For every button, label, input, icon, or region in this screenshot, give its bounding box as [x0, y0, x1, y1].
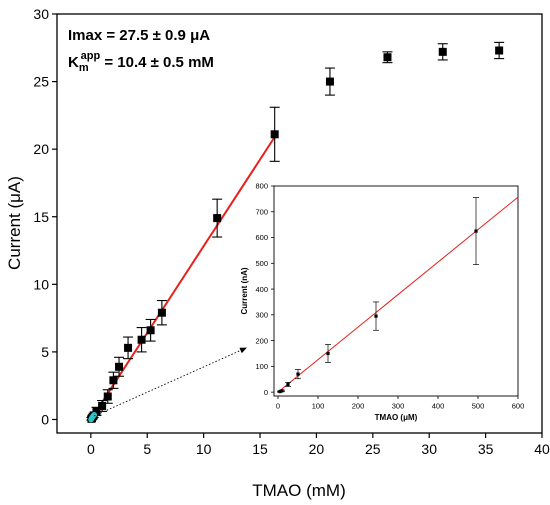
main-data-point — [137, 335, 146, 344]
main-x-tick-label: 20 — [309, 441, 325, 457]
main-data-point — [383, 53, 392, 62]
inset-y-tick-label: 100 — [255, 362, 268, 371]
inset-x-axis-label: TMAO (μM) — [375, 413, 418, 422]
main-data-point — [438, 47, 447, 56]
inset-y-tick-label: 0 — [264, 388, 268, 397]
main-x-tick-label: 15 — [252, 441, 268, 457]
inset-y-tick-label: 200 — [255, 336, 268, 345]
main-data-point — [98, 401, 107, 410]
main-highlight-points — [88, 411, 98, 423]
main-x-tick-label: 5 — [143, 441, 151, 457]
inset-y-tick-label: 700 — [255, 207, 268, 216]
main-x-tick-label: 10 — [196, 441, 212, 457]
main-y-tick-label: 0 — [41, 412, 49, 428]
main-data-point — [146, 326, 155, 335]
inset-data-point — [286, 382, 290, 387]
main-fit-line-segment — [89, 136, 276, 421]
main-data-point — [103, 392, 112, 401]
inset-data-points — [278, 229, 478, 394]
main-data-point — [115, 362, 124, 371]
inset-x-tick-label: 300 — [392, 402, 405, 411]
inset-data-point — [280, 389, 284, 393]
inset-fit-line-segment — [277, 196, 519, 393]
inset-x-tick-label: 0 — [276, 402, 280, 411]
annotation-km: Kmapp = 10.4 ± 0.5 mM — [68, 50, 214, 74]
inset-x-tick-label: 600 — [512, 402, 525, 411]
main-data-point — [213, 214, 222, 223]
main-x-tick-label: 0 — [87, 441, 95, 457]
inset-plot: 0 100 200 300 400 500 600 0 100 200 300 400 500 600 70… — [240, 182, 524, 422]
inset-x-tick-label: 100 — [312, 402, 325, 411]
inset-x-tick-label: 200 — [352, 402, 365, 411]
inset-y-tick-label: 300 — [255, 311, 268, 320]
main-x-tick-label: 35 — [478, 441, 494, 457]
main-y-tick-label: 10 — [33, 276, 49, 292]
x-axis-label: TMAO (mM) — [252, 481, 345, 500]
main-highlight-point — [91, 411, 98, 418]
annotation-imax: Imax = 27.5 ± 0.9 μA — [68, 27, 210, 44]
main-data-point — [109, 376, 118, 385]
inset-data-point — [374, 314, 378, 318]
main-data-point — [124, 343, 133, 352]
main-x-tick-label: 40 — [534, 441, 550, 457]
main-x-tick-label: 25 — [365, 441, 381, 457]
main-data-point — [92, 407, 101, 416]
y-axis-label: Current (μA) — [5, 176, 24, 270]
inset-data-point — [326, 351, 330, 356]
inset-y-tick-label: 800 — [255, 182, 268, 191]
main-data-point — [270, 130, 279, 139]
inset-data-point — [296, 372, 300, 376]
main-data-point — [495, 46, 504, 55]
main-y-tick-label: 25 — [33, 74, 49, 90]
inset-x-tick-label: 500 — [472, 402, 485, 411]
main-fit-line — [89, 136, 276, 421]
inset-y-tick-label: 600 — [255, 233, 268, 242]
main-y-tick-label: 15 — [33, 209, 49, 225]
inset-data-point — [278, 390, 282, 394]
inset-data-point — [474, 229, 478, 233]
main-y-tick-label: 20 — [33, 141, 49, 157]
inset-plot-frame — [273, 185, 519, 397]
inset-fit-line — [277, 196, 519, 393]
main-plot-frame — [56, 13, 543, 434]
inset-x-tick-label: 400 — [432, 402, 445, 411]
main-y-tick-label: 5 — [41, 344, 49, 360]
main-data-point — [157, 308, 166, 317]
inset-axis-ticks: 0 100 200 300 400 500 600 0 100 200 300 400 500 600 70… — [255, 182, 524, 411]
main-data-point — [325, 77, 334, 86]
main-x-tick-label: 30 — [421, 441, 437, 457]
inset-y-axis-label: Current (nA) — [240, 267, 249, 314]
main-y-tick-label: 30 — [33, 6, 49, 22]
inset-y-tick-label: 400 — [255, 285, 268, 294]
inset-y-tick-label: 500 — [255, 259, 268, 268]
